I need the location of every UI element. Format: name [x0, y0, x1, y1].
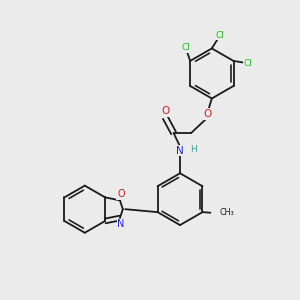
Text: Cl: Cl	[216, 31, 224, 40]
Text: H: H	[190, 146, 197, 154]
Text: Cl: Cl	[244, 59, 253, 68]
Text: CH₃: CH₃	[219, 208, 234, 217]
Text: O: O	[117, 189, 125, 199]
Text: O: O	[161, 106, 170, 116]
Text: N: N	[117, 220, 125, 230]
Text: O: O	[203, 109, 211, 119]
Text: Cl: Cl	[181, 43, 190, 52]
Text: N: N	[176, 146, 184, 156]
